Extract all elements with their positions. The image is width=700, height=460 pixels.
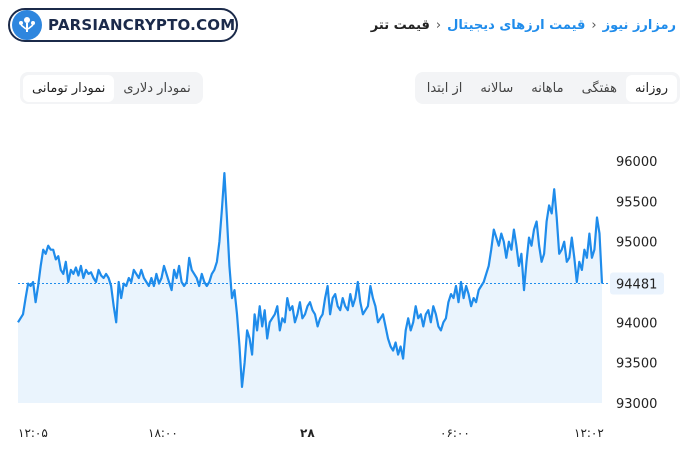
logo-text: PARSIANCRYPTO.COM [48, 16, 236, 34]
breadcrumb-item-news[interactable]: رمزارز نیوز [602, 18, 676, 33]
x-tick-label: ۲۸ [300, 426, 315, 440]
breadcrumb-item-prices[interactable]: قیمت ارزهای دیجیتال [447, 18, 586, 33]
toggle-dollar-chart[interactable]: نمودار دلاری [123, 80, 191, 96]
last-value-box [610, 272, 664, 295]
site-logo[interactable]: PARSIANCRYPTO.COM [8, 8, 238, 42]
x-tick-label: ۱۸:۰۰ [148, 426, 178, 440]
tab-monthly[interactable]: ماهانه [531, 80, 564, 96]
series-area [18, 173, 602, 403]
y-tick-label: 96000 [616, 155, 657, 170]
tab-yearly[interactable]: سالانه [480, 80, 514, 96]
y-tick-label: 95500 [616, 195, 657, 210]
series-line [17, 172, 604, 388]
y-tick-label: 93000 [616, 397, 657, 412]
toggle-toman-chart[interactable]: نمودار تومانی [23, 74, 115, 102]
x-tick-label: ۰۶:۰۰ [440, 426, 470, 440]
tab-all-time[interactable]: از ابتدا [426, 80, 463, 96]
x-tick-label: ۱۲:۰۲ [574, 426, 604, 440]
tab-weekly[interactable]: هفتگی [581, 80, 617, 96]
period-tabs: روزانه هفتگی ماهانه سالانه از ابتدا [414, 72, 680, 104]
currency-toggle: نمودار دلاری نمودار تومانی [20, 72, 203, 104]
breadcrumb: رمزارز نیوز ‹ قیمت ارزهای دیجیتال ‹ قیمت… [371, 18, 676, 33]
y-tick-label: 94000 [616, 316, 657, 331]
y-tick-label: 95000 [616, 236, 657, 251]
breadcrumb-separator: ‹ [591, 18, 597, 33]
tree-network-icon [12, 10, 42, 40]
x-tick-label: ۱۲:۰۵ [18, 426, 48, 440]
y-tick-label: 93500 [616, 357, 657, 372]
tab-daily[interactable]: روزانه [625, 74, 677, 102]
breadcrumb-separator: ‹ [435, 18, 442, 33]
last-value-label: 94481 [616, 278, 657, 293]
breadcrumb-current: قیمت تتر [370, 18, 430, 33]
